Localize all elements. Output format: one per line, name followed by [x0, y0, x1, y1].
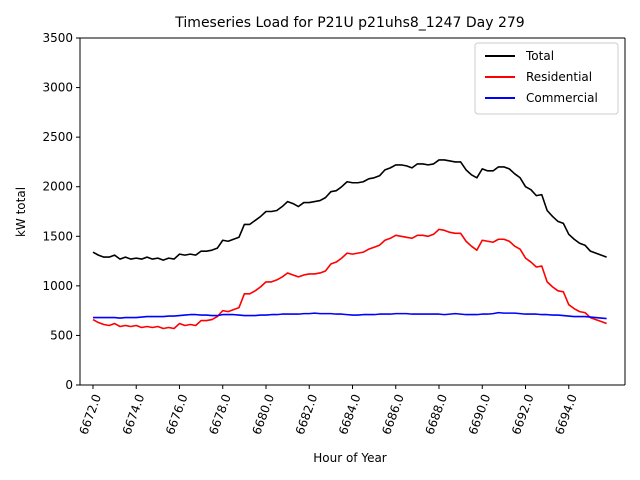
y-axis-ticks: 0 500 1000 1500 2000 2500 3000 3500 [42, 31, 80, 392]
y-tick-label: 2500 [42, 130, 73, 144]
y-tick-label: 1000 [42, 279, 73, 293]
legend-label-total: Total [525, 49, 554, 63]
series-line-residential [92, 228, 607, 330]
chart-title: Timeseries Load for P21U p21uhs8_1247 Da… [174, 15, 524, 31]
y-axis-title: kW total [14, 187, 28, 237]
y-tick-label: 3500 [42, 31, 73, 45]
y-tick-label: 1500 [42, 229, 73, 243]
y-tick-label: 0 [65, 378, 73, 392]
legend-label-residential: Residential [526, 70, 592, 84]
legend-label-commercial: Commercial [526, 91, 598, 105]
series-line-commercial [92, 311, 607, 320]
series-lines [92, 159, 607, 330]
legend-box [474, 42, 619, 115]
x-axis-title: Hour of Year [313, 451, 387, 465]
y-tick-label: 2000 [42, 180, 73, 194]
series-line-total [92, 159, 607, 261]
y-tick-label: 500 [50, 328, 73, 342]
legend: Total Residential Commercial [474, 42, 619, 115]
y-tick-label: 3000 [42, 81, 73, 95]
